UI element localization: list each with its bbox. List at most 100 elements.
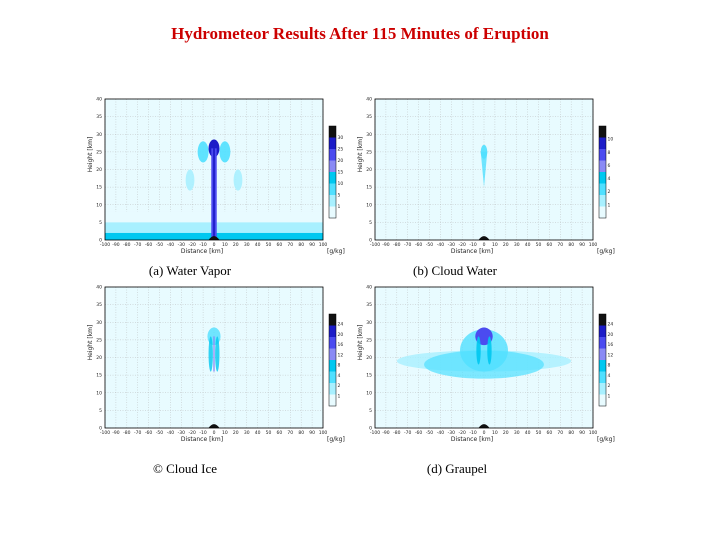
colorbar-swatch: [599, 183, 606, 196]
y-tick-label: 10: [366, 202, 372, 208]
colorbar-tick-label: 4: [338, 373, 341, 379]
y-tick-label: 20: [96, 167, 102, 173]
x-tick-label: 90: [309, 430, 315, 436]
x-tick-label: 70: [557, 242, 563, 248]
colorbar-frame: [598, 125, 607, 219]
colorbar-tick-label: 2: [608, 383, 611, 389]
x-tick-label: -70: [404, 242, 411, 248]
x-tick-label: -20: [189, 242, 196, 248]
volcano-terrain: [208, 424, 220, 428]
colorbar-swatch: [329, 325, 336, 338]
x-tick-label: 0: [483, 242, 486, 248]
vapor-arm-right: [219, 141, 231, 163]
y-tick-label: 0: [369, 426, 372, 432]
y-tick-label: 15: [366, 373, 372, 379]
x-tick-label: -10: [199, 242, 206, 248]
colorbar-tick-label: 1: [338, 204, 341, 210]
panel-cloud-water: 0 5 10 15 20 25 30 35 40 -100 -90 -80 -70 -60 -50 -40 -3…: [355, 95, 615, 256]
x-tick-label: 90: [579, 430, 585, 436]
x-tick-label: 80: [568, 242, 574, 248]
cloud-ice-arm-left: [208, 336, 213, 372]
x-tick-label: -90: [112, 430, 119, 436]
colorbar-swatch: [599, 126, 606, 138]
x-tick-label: -50: [426, 430, 433, 436]
colorbar-swatch: [599, 314, 606, 326]
y-tick-label: 35: [366, 302, 372, 308]
colorbar-swatch: [599, 172, 606, 184]
colorbar-swatch: [599, 348, 606, 361]
colorbar-tick-label: 10: [608, 137, 614, 143]
colorbar-swatch: [329, 183, 336, 196]
x-tick-label: -40: [437, 430, 444, 436]
x-tick-label: -80: [123, 430, 130, 436]
y-tick-label: 5: [99, 220, 102, 226]
colorbar-swatch: [329, 314, 336, 326]
colorbar-tick-label: 25: [338, 147, 344, 153]
cloud-water-funnel: [480, 151, 488, 188]
x-tick-label: -50: [156, 242, 163, 248]
x-axis-label: Distance [km]: [181, 436, 223, 443]
y-axis-label: Height [km]: [357, 325, 364, 361]
graupel-dome: [460, 329, 508, 372]
colorbar-swatch: [329, 383, 336, 395]
x-tick-label: -90: [112, 242, 119, 248]
plot-frame: [374, 286, 594, 429]
colorbar-unit: [g/kg]: [597, 436, 615, 443]
plot-frame: [374, 98, 594, 241]
colorbar-tick-label: 12: [608, 352, 614, 358]
x-axis-label: Distance [km]: [451, 248, 493, 255]
vapor-cloud-left: [185, 169, 195, 191]
x-tick-label: 30: [244, 430, 250, 436]
caption-graupel: (d) Graupel: [426, 461, 488, 476]
colorbar-tick-label: 2: [338, 383, 341, 389]
x-tick-label: 80: [568, 430, 574, 436]
x-tick-label: -40: [167, 242, 174, 248]
volcano-terrain: [208, 236, 220, 240]
cloud-ice-arm-right: [215, 336, 220, 372]
x-tick-label: -90: [382, 430, 389, 436]
x-tick-label: -100: [370, 242, 380, 248]
x-tick-label: 40: [525, 430, 531, 436]
x-tick-label: 50: [536, 242, 542, 248]
x-tick-label: -60: [415, 242, 422, 248]
y-tick-label: 35: [366, 114, 372, 120]
colorbar-unit: [g/kg]: [327, 436, 345, 443]
x-tick-label: -30: [448, 430, 455, 436]
y-tick-label: 5: [369, 408, 372, 414]
volcano-terrain: [478, 236, 490, 240]
y-tick-label: 20: [366, 167, 372, 173]
colorbar-tick-label: 6: [608, 163, 611, 169]
y-tick-label: 25: [96, 149, 102, 155]
x-tick-label: 50: [536, 430, 542, 436]
colorbar-swatch: [599, 195, 606, 207]
y-axis-label: Height [km]: [357, 137, 364, 173]
colorbar-tick-label: 1: [608, 202, 611, 208]
x-tick-label: 30: [514, 430, 520, 436]
colorbar-swatch: [599, 371, 606, 384]
colorbar-swatch: [329, 126, 336, 138]
x-tick-label: 60: [547, 430, 553, 436]
page-title: Hydrometeor Results After 115 Minutes of…: [171, 24, 549, 43]
x-tick-label: 100: [589, 430, 598, 436]
colorbar-tick-label: 16: [338, 342, 344, 348]
y-tick-label: 10: [96, 202, 102, 208]
x-tick-label: -70: [404, 430, 411, 436]
colorbar-unit: [g/kg]: [327, 248, 345, 255]
y-tick-label: 35: [96, 302, 102, 308]
x-tick-label: 60: [277, 242, 283, 248]
x-tick-label: 20: [233, 242, 239, 248]
colorbar-unit: [g/kg]: [597, 248, 615, 255]
colorbar-tick-label: 16: [608, 342, 614, 348]
x-tick-label: -70: [134, 430, 141, 436]
x-tick-label: 80: [298, 430, 304, 436]
field-contours: [480, 144, 488, 188]
x-tick-label: -80: [123, 242, 130, 248]
y-tick-label: 40: [96, 285, 102, 291]
x-tick-label: 70: [287, 242, 293, 248]
x-tick-label: 40: [525, 242, 531, 248]
x-tick-label: 50: [266, 242, 272, 248]
y-tick-label: 35: [96, 114, 102, 120]
x-tick-label: 0: [483, 430, 486, 436]
colorbar-frame: [328, 313, 337, 407]
